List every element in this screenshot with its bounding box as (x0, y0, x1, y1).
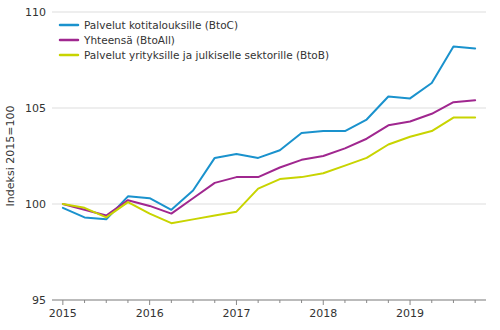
grid-line (52, 300, 486, 301)
x-minor-tick (258, 300, 259, 303)
x-minor-tick (171, 300, 172, 303)
x-minor-tick (279, 300, 280, 303)
series-line (63, 47, 475, 220)
x-minor-tick (388, 300, 389, 303)
y-axis-label: Indeksi 2015=100 (4, 106, 17, 207)
legend-label: Palvelut kotitalouksille (BtoC) (84, 19, 238, 31)
x-tick-label: 2017 (222, 307, 250, 320)
y-tick-label: 100 (25, 198, 46, 211)
x-minor-tick (344, 300, 345, 303)
x-tick (323, 300, 324, 305)
x-minor-tick (106, 300, 107, 303)
legend-swatch (60, 54, 78, 57)
x-tick-label: 2019 (396, 307, 424, 320)
x-tick-label: 2016 (136, 307, 164, 320)
y-grid: 95 100 105 110 (25, 6, 486, 307)
x-minor-tick (475, 300, 476, 303)
legend-label: Palvelut yrityksille ja julkiselle sekto… (84, 49, 329, 61)
x-tick (149, 300, 150, 305)
legend: Palvelut kotitalouksille (BtoC) Yhteensä … (60, 19, 329, 61)
x-minor-tick (301, 300, 302, 303)
series-line (63, 100, 475, 215)
y-tick-label: 95 (32, 294, 46, 307)
grid-line (52, 204, 486, 205)
chart: 95100105110Indeksi 2015=1002015201620172… (0, 0, 500, 330)
x-minor-tick (84, 300, 85, 303)
lines (63, 47, 475, 224)
y-tick-label: 105 (25, 102, 46, 115)
x-tick (236, 300, 237, 305)
legend-swatch (60, 24, 78, 27)
x-axis-line (52, 300, 486, 301)
y-tick-label: 110 (25, 6, 46, 19)
x-tick-label: 2015 (49, 307, 77, 320)
grid-line (52, 108, 486, 109)
series-line (63, 118, 475, 224)
legend-swatch (60, 39, 78, 42)
x-minor-tick (214, 300, 215, 303)
x-minor-tick (127, 300, 128, 303)
x-axis: 2015 2016 2017 2018 2019 (49, 300, 486, 320)
chart-container: 95100105110Indeksi 2015=1002015201620172… (0, 0, 500, 330)
x-minor-tick (193, 300, 194, 303)
x-tick (62, 300, 63, 305)
x-tick (410, 300, 411, 305)
x-minor-tick (431, 300, 432, 303)
grid-line (52, 12, 486, 13)
x-tick-label: 2018 (309, 307, 337, 320)
x-minor-tick (366, 300, 367, 303)
x-minor-tick (453, 300, 454, 303)
legend-label: Yhteensä (BtoAll) (83, 34, 175, 46)
